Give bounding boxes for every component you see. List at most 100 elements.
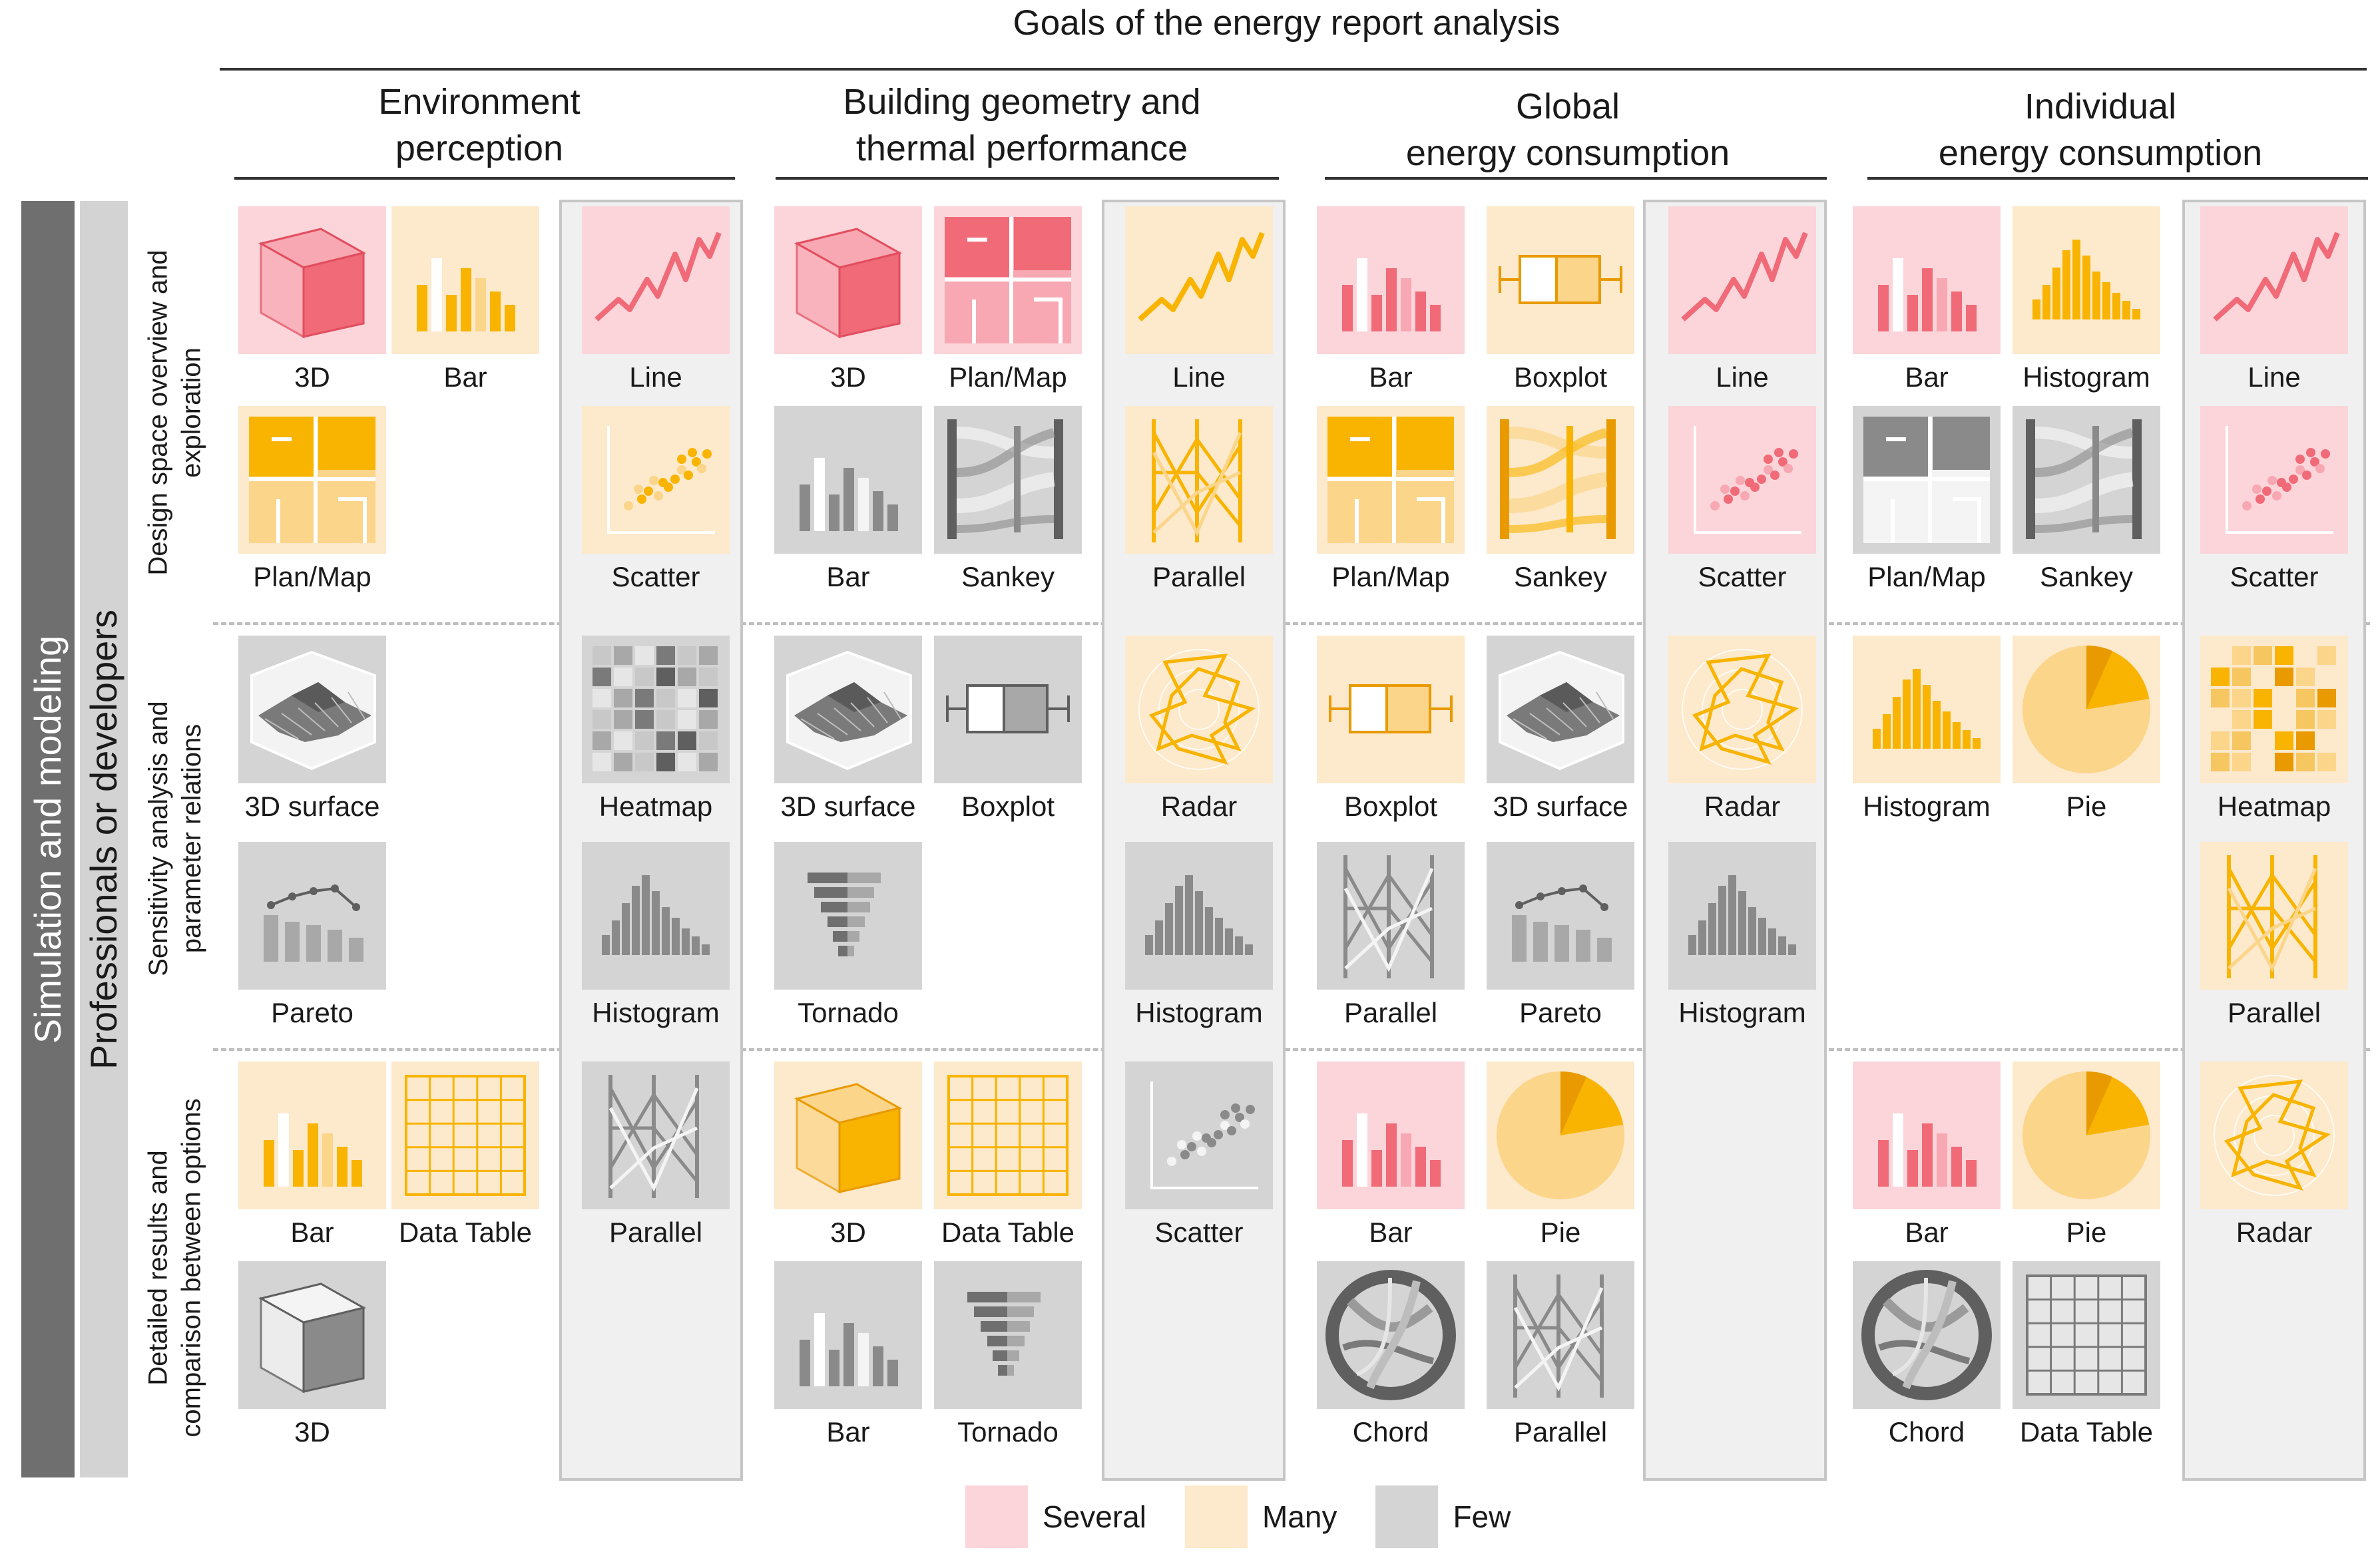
chart-card-table: Data Table: [2007, 1261, 2166, 1449]
table-icon: [934, 1062, 1082, 1209]
chart-card-surface: 3D surface: [769, 636, 927, 823]
pie-icon: [1487, 1062, 1634, 1209]
chart-card-label: 3D: [294, 361, 330, 393]
chart-card-label: Scatter: [1698, 561, 1787, 592]
goal-building: Building geometry and thermal performance: [843, 82, 1201, 168]
chart-card-label: 3D: [294, 1416, 330, 1448]
chart-card-label: Bar: [1905, 1217, 1949, 1248]
chart-card-histogram: Histogram: [1663, 842, 1821, 1030]
chart-card-label: Plan/Map: [253, 561, 371, 592]
chart-card-radar: Radar: [1120, 636, 1278, 823]
row-divider: [213, 1048, 2370, 1051]
chart-card-bar: Bar: [1847, 1062, 2006, 1249]
chart-card-bar: Bar: [233, 1062, 391, 1249]
tornado-icon: [774, 842, 922, 990]
pie-icon: [2013, 636, 2160, 783]
chart-card-chord: Chord: [1847, 1261, 2006, 1449]
chart-card-scatter: Scatter: [1663, 406, 1821, 594]
chart-card-radar: Radar: [1663, 636, 1821, 823]
chart-card-3d: 3D: [769, 206, 927, 394]
chart-card-label: Radar: [1704, 791, 1781, 822]
chart-card-label: Line: [2248, 361, 2301, 393]
chart-card-label: Parallel: [1343, 997, 1438, 1028]
heatmap-icon: [582, 636, 730, 783]
chart-card-surface: 3D surface: [1481, 636, 1640, 823]
radar-icon: [1125, 636, 1273, 783]
chart-card-label: Line: [1716, 361, 1769, 393]
chart-card-label: Heatmap: [598, 791, 713, 822]
goal-environment: Environment perception: [378, 82, 581, 168]
chart-card-label: Boxplot: [1513, 361, 1608, 393]
chart-card-line: Line: [1120, 206, 1278, 394]
row-label-sensitivity: Sensitivity analysis and parameter relati…: [144, 701, 207, 976]
goal-rule-environment: [234, 177, 735, 180]
diagram-title: Goals of the energy report analysis: [1013, 3, 1560, 43]
legend-label-many: Many: [1262, 1499, 1337, 1534]
chart-card-label: Radar: [1160, 791, 1238, 822]
chart-card-bar: Bar: [1847, 206, 2006, 394]
table-icon: [391, 1062, 539, 1209]
simulation-modeling-bar: Simulation and modeling: [21, 201, 75, 1477]
heatmap-icon: [2200, 636, 2348, 783]
chart-card-label: Parallel: [1152, 561, 1246, 592]
legend-label-few: Few: [1453, 1499, 1511, 1534]
chart-card-parallel: Parallel: [577, 1062, 735, 1249]
chart-card-line: Line: [1663, 206, 1821, 394]
tornado-icon: [934, 1261, 1082, 1409]
scatter-icon: [582, 406, 730, 554]
chart-card-label: Data Table: [941, 1217, 1075, 1248]
legend-label-several: Several: [1043, 1499, 1146, 1534]
chart-card-bar: Bar: [386, 206, 545, 394]
chart-card-label: Bar: [443, 361, 487, 393]
surface-icon: [1487, 636, 1634, 783]
chart-card-label: Plan/Map: [949, 361, 1067, 393]
surface-icon: [238, 636, 386, 783]
goal-rule-building: [776, 177, 1279, 180]
histogram-icon: [1853, 636, 2001, 783]
chart-card-histogram: Histogram: [1847, 636, 2006, 823]
chart-card-tornado: Tornado: [929, 1261, 1087, 1449]
parallel-icon: [2200, 842, 2348, 990]
chart-card-label: Chord: [1352, 1416, 1429, 1448]
table-icon: [2013, 1261, 2160, 1409]
chart-card-bar: Bar: [769, 1261, 927, 1449]
chart-card-label: Parallel: [2227, 997, 2321, 1028]
chart-card-3d: 3D: [233, 1261, 391, 1449]
chart-card-label: Chord: [1888, 1416, 1965, 1448]
chart-card-label: Bar: [1905, 361, 1949, 393]
chart-card-label: Parallel: [608, 1217, 703, 1248]
surface-icon: [774, 636, 922, 783]
parallel-icon: [1487, 1261, 1634, 1409]
chart-card-label: Histogram: [1135, 997, 1263, 1028]
3d-icon: [238, 1261, 386, 1409]
chord-icon: [1317, 1261, 1465, 1409]
chart-card-histogram: Histogram: [2007, 206, 2166, 394]
radar-icon: [2200, 1062, 2348, 1209]
chart-card-label: Data Table: [398, 1217, 533, 1248]
chart-card-label: Tornado: [957, 1416, 1059, 1448]
chart-card-sankey: Sankey: [929, 406, 1087, 594]
chart-card-label: Scatter: [611, 561, 700, 592]
chart-card-radar: Radar: [2195, 1062, 2353, 1249]
pareto-icon: [1487, 842, 1634, 990]
chart-card-pie: Pie: [2007, 1062, 2166, 1249]
chart-card-label: Pareto: [271, 997, 354, 1028]
chart-card-label: Heatmap: [2217, 791, 2331, 822]
chart-card-label: 3D: [830, 1217, 866, 1248]
parallel-icon: [1317, 842, 1465, 990]
legend-swatch-many: [1184, 1485, 1248, 1548]
sankey-icon: [2013, 406, 2160, 554]
line-icon: [1125, 206, 1273, 354]
chart-card-histogram: Histogram: [1120, 842, 1278, 1030]
chart-card-pareto: Pareto: [233, 842, 391, 1030]
chart-card-label: Pie: [2066, 1217, 2107, 1248]
bar-icon: [774, 406, 922, 554]
chart-card-heatmap: Heatmap: [2195, 636, 2353, 823]
chart-card-bar: Bar: [1311, 1062, 1470, 1249]
chart-card-label: Sankey: [1513, 561, 1608, 592]
chart-card-sankey: Sankey: [2007, 406, 2166, 594]
goal-individual: Individual energy consumption: [1938, 87, 2263, 173]
chord-icon: [1853, 1261, 2001, 1409]
histogram-icon: [582, 842, 730, 990]
parallel-icon: [1125, 406, 1273, 554]
